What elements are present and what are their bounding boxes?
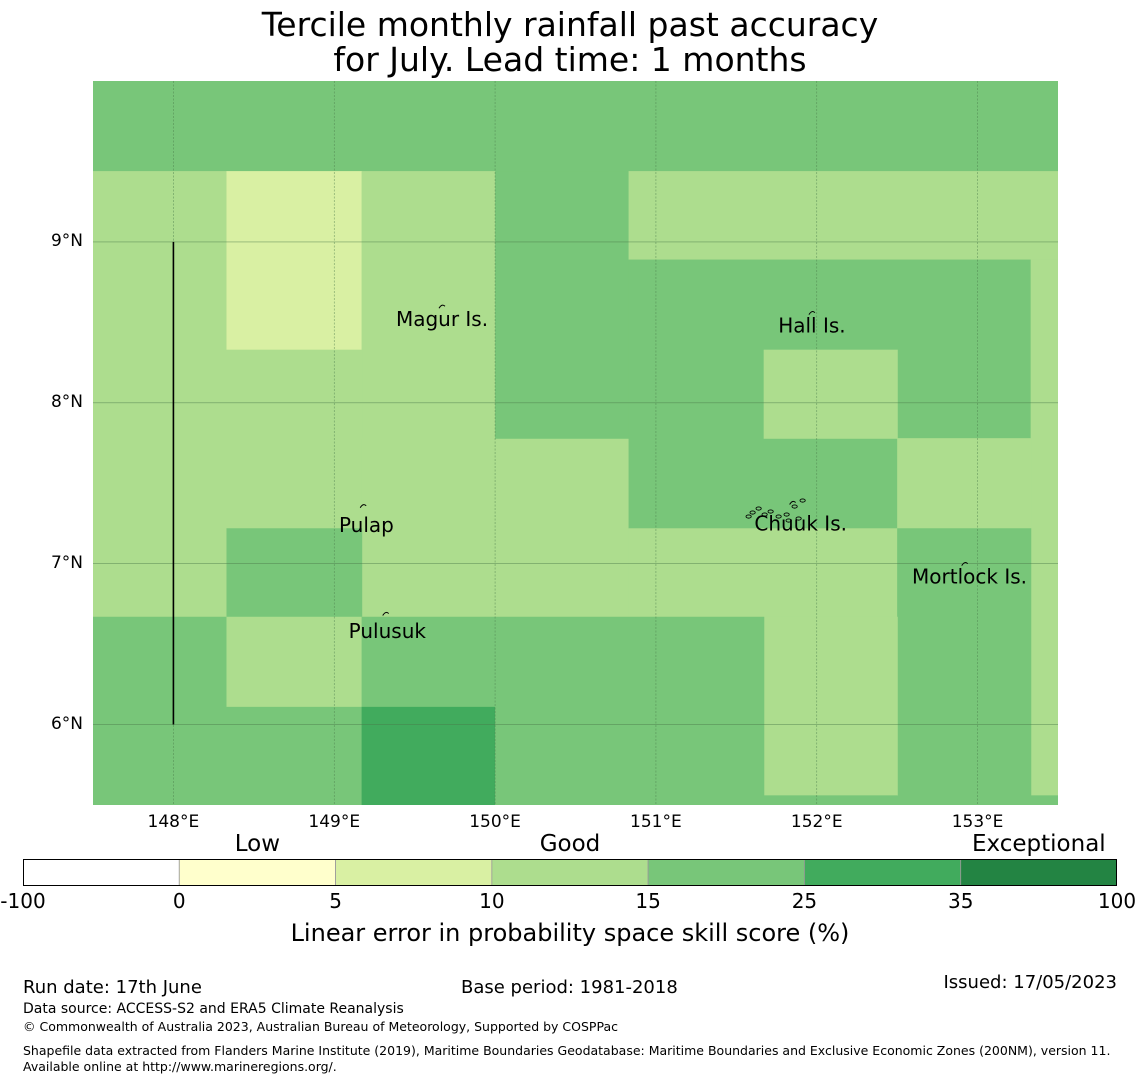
map-title-line1: Tercile monthly rainfall past accuracy [261, 5, 879, 44]
islet-outline [767, 509, 774, 514]
score-cell [226, 706, 363, 805]
run-date: Run date: 17th June [23, 977, 202, 998]
place-marker [789, 500, 796, 505]
colorbar-tick-label: 35 [947, 889, 974, 913]
island-outline [359, 504, 367, 509]
base-period: Base period: 1981-2018 [461, 977, 678, 998]
longitude-tick-label: 148°E [147, 812, 200, 832]
longitude-tick-label: 152°E [790, 812, 843, 832]
copyright: © Commonwealth of Australia 2023, Austra… [23, 1019, 618, 1034]
latitude-tick-label: 6°N [50, 713, 83, 734]
island-outline [438, 304, 446, 309]
island-outline [382, 611, 390, 616]
score-cell [495, 616, 765, 805]
colorbar-bin [491, 858, 649, 887]
latitude-tick-label: 7°N [50, 552, 83, 573]
colorbar-bin [178, 858, 336, 887]
longitude-tick-label: 153°E [951, 812, 1004, 832]
place-label: Pulusuk [349, 619, 427, 643]
score-cell [226, 349, 363, 529]
colorbar-category-label: Good [539, 831, 601, 857]
score-cell [897, 438, 1032, 529]
place-label: Hall Is. [778, 314, 845, 338]
score-cell [226, 528, 363, 618]
colorbar-bins [22, 858, 1118, 887]
score-cell [361, 438, 630, 618]
longitude-tick-label: 150°E [469, 812, 521, 832]
islet-outline [785, 518, 792, 523]
island-outline [789, 500, 796, 505]
map-title-line2: for July. Lead time: 1 months [333, 39, 807, 79]
score-cell [361, 706, 496, 805]
shapefile-credit: Shapefile data extracted from Flanders M… [23, 1043, 1111, 1075]
place-marker [382, 611, 390, 616]
score-cell [1030, 795, 1058, 805]
islet-outline [775, 514, 782, 519]
islet-outline [761, 512, 768, 517]
latitude-tick-label: 8°N [50, 391, 83, 412]
place-marker [359, 504, 367, 509]
island-outline [808, 311, 816, 315]
longitude-tick-label: 151°E [630, 812, 682, 832]
colorbar-category-label: Exceptional [972, 831, 1106, 857]
score-cell [763, 349, 898, 439]
island-outline [961, 562, 969, 566]
score-cell [361, 616, 496, 708]
map-canvas: Magur Is. Hall Is. Pulap Chuuk Is. Mortlock … [93, 81, 1058, 805]
score-cell [628, 528, 898, 618]
colorbar-bin [22, 858, 180, 887]
colorbar-tick-label: 15 [635, 889, 661, 913]
score-cell [495, 171, 630, 439]
colorbar-outline [23, 859, 1117, 886]
islet-outline [783, 512, 790, 517]
colorbar-category-label: Low [234, 831, 281, 857]
colorbar-tick-label: 100 [1097, 889, 1137, 913]
colorbar-tick-label: -100 [0, 889, 46, 913]
islet-outline [745, 514, 752, 519]
place-marker [438, 304, 446, 309]
colorbar-bin [647, 858, 805, 887]
colorbar-bin [960, 858, 1118, 887]
longitude-tick-label: 149°E [308, 812, 361, 832]
colorbar-tick-label: 5 [329, 889, 342, 913]
score-cell [1030, 259, 1058, 796]
colorbar-tick-label: 0 [172, 889, 186, 913]
latitude-tick-label: 9°N [50, 230, 83, 251]
colorbar-bin [335, 858, 493, 887]
place-label: Magur Is. [396, 307, 488, 331]
score-cell [361, 171, 496, 439]
colorbar [22, 858, 1118, 887]
place-label: Chuuk Is. [754, 511, 847, 535]
score-cell [226, 171, 363, 351]
issued-date: Issued: 17/05/2023 [943, 972, 1117, 993]
colorbar-label: Linear error in probability space skill … [290, 919, 850, 947]
map-title: Tercile monthly rainfall past accuracy f… [0, 5, 1140, 79]
score-cell [93, 171, 228, 618]
data-source: Data source: ACCESS-S2 and ERA5 Climate … [23, 1001, 404, 1017]
score-cell [93, 81, 1058, 172]
colorbar-tick-label: 25 [791, 889, 818, 913]
islet-outline [749, 510, 756, 515]
islet-outline [791, 504, 798, 509]
islet-outline [795, 516, 802, 521]
place-marker [808, 311, 816, 315]
islet-outline [755, 506, 762, 511]
place-marker [961, 562, 969, 566]
colorbar-bin [804, 858, 962, 887]
colorbar-tick-label: 10 [479, 889, 505, 913]
score-cell [763, 616, 898, 796]
place-label: Mortlock Is. [912, 565, 1027, 589]
score-cell [93, 616, 228, 805]
place-label: Pulap [339, 513, 394, 537]
score-cell [226, 616, 363, 708]
skill-score-map: Magur Is. Hall Is. Pulap Chuuk Is. Mortlock … [93, 81, 1058, 805]
score-cell [628, 171, 1058, 261]
islet-outline [799, 498, 806, 503]
score-cell [897, 528, 1032, 805]
score-cell [763, 795, 898, 805]
